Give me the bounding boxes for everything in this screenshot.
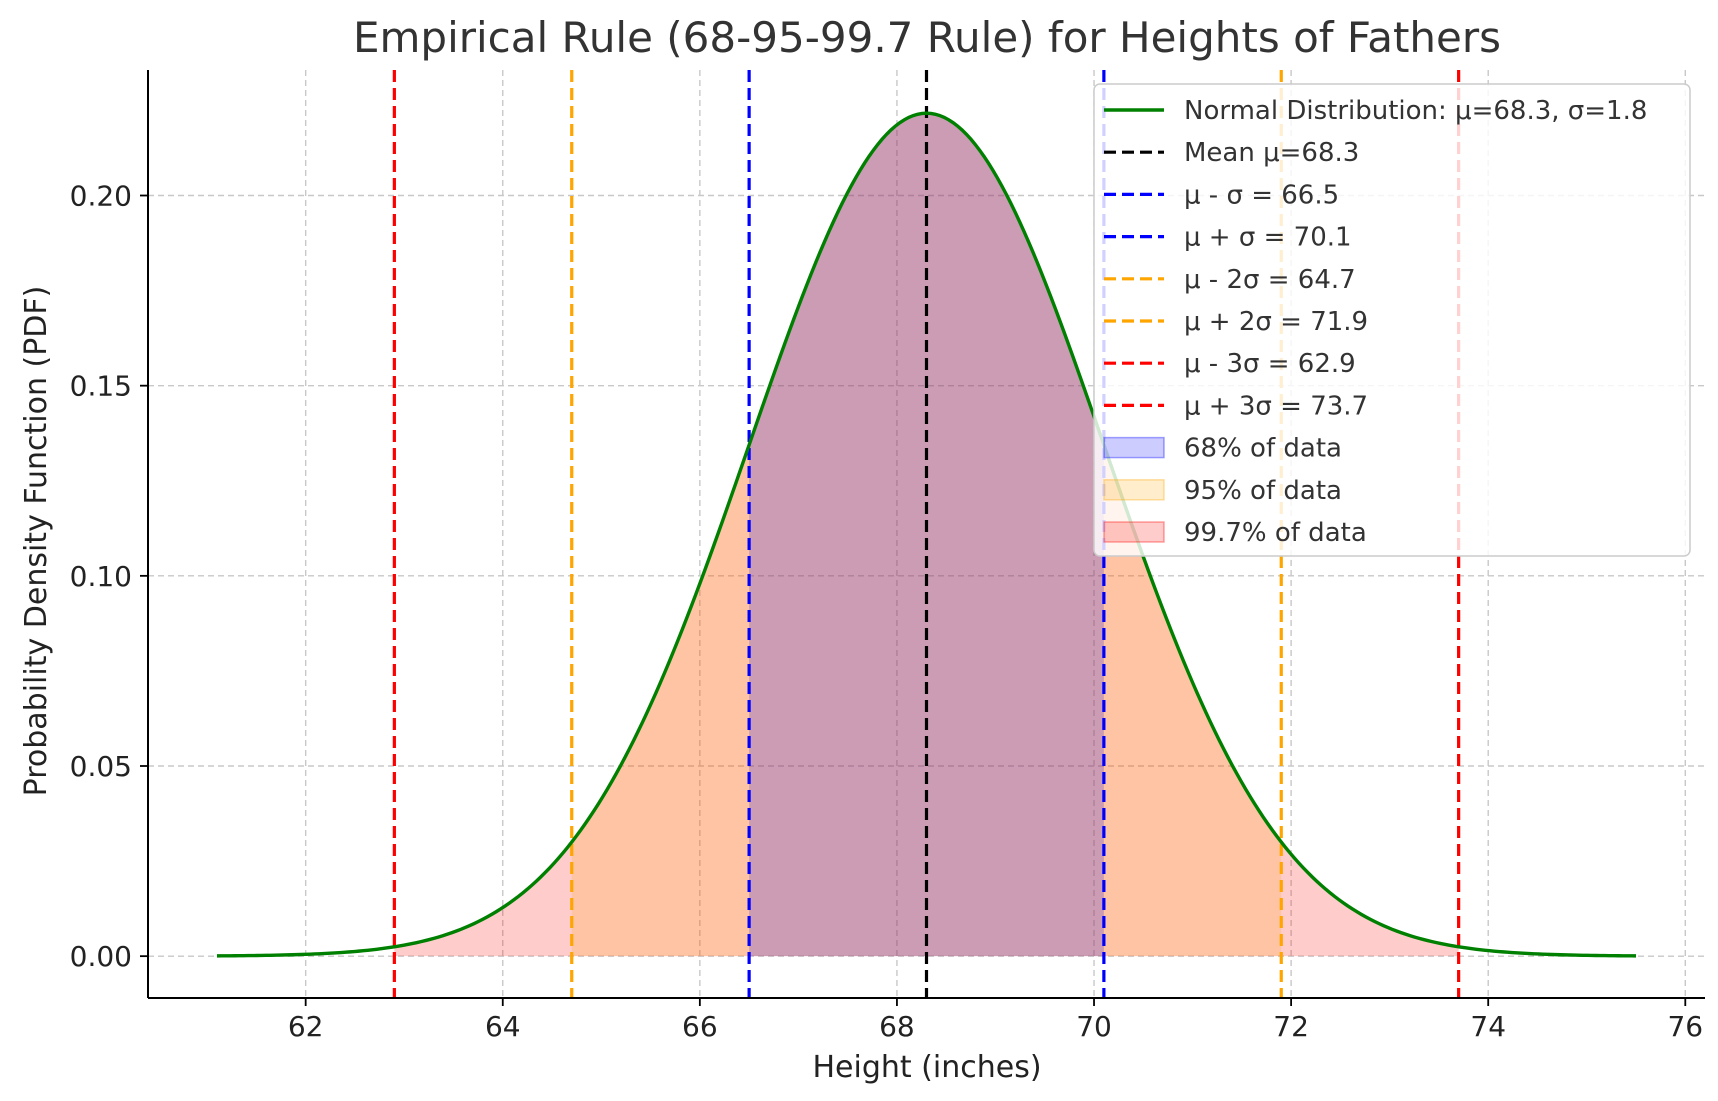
x-axis-label: Height (inches) — [812, 1050, 1041, 1085]
x-tick-label: 62 — [288, 1010, 324, 1043]
ticks: 62 64 66 68 70 72 74 76 0.00 0.05 0.10 0.15 0.20 — [70, 180, 1703, 1043]
legend-label: 68% of data — [1184, 434, 1342, 464]
legend-label: Mean μ=68.3 — [1184, 138, 1359, 168]
x-tick-label: 66 — [682, 1010, 718, 1043]
x-tick-label: 70 — [1076, 1010, 1112, 1043]
legend-label: μ - 2σ = 64.7 — [1184, 265, 1356, 295]
legend-label: μ + 3σ = 73.7 — [1184, 391, 1368, 421]
shaded-region — [394, 113, 1459, 957]
legend-label: μ - σ = 66.5 — [1184, 180, 1339, 210]
y-tick-label: 0.05 — [70, 750, 132, 783]
x-tick-label: 64 — [485, 1010, 521, 1043]
shaded-region — [749, 113, 1104, 957]
legend-patch — [1103, 436, 1165, 459]
y-tick-label: 0.15 — [70, 370, 132, 403]
legend-label: 99.7% of data — [1184, 518, 1367, 548]
series-line — [216, 111, 1637, 958]
x-tick-label: 68 — [879, 1010, 915, 1043]
y-axis-label: Probability Density Function (PDF) — [19, 286, 54, 797]
chart-title: Empirical Rule (68-95-99.7 Rule) for Hei… — [353, 13, 1501, 62]
y-tick-label: 0.00 — [70, 940, 132, 973]
legend-label: Normal Distribution: μ=68.3, σ=1.8 — [1184, 96, 1647, 126]
axes — [147, 70, 1705, 999]
legend: Normal Distribution: μ=68.3, σ=1.8 Mean μ… — [1093, 83, 1691, 557]
legend-label: 95% of data — [1184, 476, 1342, 506]
y-tick-label: 0.20 — [70, 180, 132, 213]
x-tick-label: 76 — [1667, 1010, 1703, 1043]
y-tick-label: 0.10 — [70, 560, 132, 593]
curve-layer — [216, 111, 1637, 958]
legend-patch — [1103, 479, 1165, 501]
legend-patch — [1103, 521, 1165, 543]
x-tick-label: 72 — [1273, 1010, 1309, 1043]
legend-label: μ - 3σ = 62.9 — [1184, 349, 1356, 379]
legend-label: μ + σ = 70.1 — [1184, 223, 1352, 253]
legend-label: μ + 2σ = 71.9 — [1184, 307, 1368, 337]
legend-box — [1093, 83, 1691, 557]
x-tick-label: 74 — [1470, 1010, 1506, 1043]
